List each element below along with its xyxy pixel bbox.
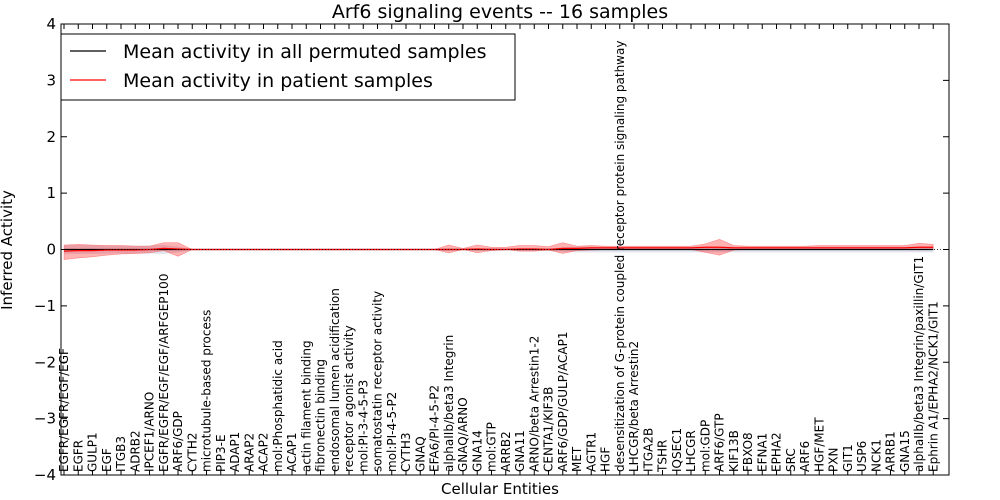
x-tick-label-13: ARAP2 xyxy=(242,433,256,472)
x-tick-label-3: EGF xyxy=(100,448,114,472)
y-tick-label-3: −1 xyxy=(34,297,56,315)
x-tick-label-20: receptor agonist activity xyxy=(342,325,356,472)
x-tick-label-18: fibronectin binding xyxy=(314,359,328,472)
x-tick-label-44: LHCGR xyxy=(684,430,698,472)
x-tick-label-14: ACAP2 xyxy=(257,433,271,472)
x-tick-label-45: mol:GDP xyxy=(698,420,712,472)
x-tick-label-42: TSHR xyxy=(656,440,670,473)
y-tick-label-4: 0 xyxy=(46,241,56,259)
x-tick-label-15: mol:Phosphatidic acid xyxy=(271,340,285,472)
series-lines xyxy=(61,246,949,252)
plot-frame xyxy=(60,23,950,476)
x-tick-label-57: NCK1 xyxy=(869,439,883,472)
x-tick-label-31: ARRB2 xyxy=(499,431,513,472)
x-tick-label-38: HGF xyxy=(599,447,613,472)
x-tick-label-29: GNA14 xyxy=(470,430,484,472)
x-tick-label-17: actin filament binding xyxy=(299,340,313,472)
y-tick-label-8: 4 xyxy=(46,15,56,33)
x-tick-label-9: CYTH2 xyxy=(185,433,199,473)
x-tick-label-36: MET xyxy=(570,446,584,472)
x-tick-label-53: HGF/MET xyxy=(812,417,826,472)
x-tick-label-11: PIP3-E xyxy=(214,434,228,472)
y-axis: −4 −3 −2 −1 0 1 2 3 4 xyxy=(34,15,949,484)
x-tick-label-61: Ephrin A1/EPHA2/NCK1/GIT1 xyxy=(926,301,940,472)
x-tick-label-6: IPCEF1/ARNO xyxy=(143,392,157,472)
x-tick-label-21: mol:PI-3-4-5-P3 xyxy=(356,380,370,472)
x-tick-label-25: GNAQ xyxy=(413,436,427,472)
x-tick-label-19: endosomal lumen acidification xyxy=(328,288,342,472)
legend-label-patient: Mean activity in patient samples xyxy=(123,70,433,92)
x-tick-label-51: SRC xyxy=(784,448,798,472)
x-tick-label-43: IQSEC1 xyxy=(670,428,684,472)
x-tick-label-16: ACAP1 xyxy=(285,433,299,472)
x-tick-label-22: somatostatin receptor activity xyxy=(371,291,385,472)
x-tick-label-2: GULP1 xyxy=(86,432,100,472)
x-tick-label-0: EGFR/EGFR/EGF/EGF xyxy=(57,348,71,472)
x-tick-label-24: CYTH3 xyxy=(399,433,413,473)
y-tick-label-1: −3 xyxy=(34,410,56,428)
x-tick-label-37: AGTR1 xyxy=(584,432,598,472)
x-tick-label-12: ADAP1 xyxy=(228,432,242,472)
legend: Mean activity in all permuted samples Me… xyxy=(60,33,516,101)
x-tick-label-54: PXN xyxy=(827,448,841,472)
y-tick-label-0: −4 xyxy=(34,466,56,484)
x-tick-label-60: alphaIIb/beta3 Integrin/paxillin/GIT1 xyxy=(912,256,926,472)
x-tick-label-34: CENTA1/KIF3B xyxy=(542,387,556,472)
y-tick-label-2: −2 xyxy=(34,353,56,371)
x-tick-label-35: ARF6/GDP/GULP/ACAP1 xyxy=(556,332,570,472)
legend-label-permuted: Mean activity in all permuted samples xyxy=(123,41,486,63)
x-axis: EGFR/EGFR/EGF/EGF EGFR GULP1 EGF ITGB3 ADRB2 I… xyxy=(57,24,940,475)
x-axis-label: Cellular Entities xyxy=(441,480,559,498)
x-tick-label-1: EGFR xyxy=(71,440,85,472)
y-tick-label-6: 2 xyxy=(46,128,56,146)
y-axis-label: Inferred Activity xyxy=(0,190,16,310)
x-tick-label-56: USP6 xyxy=(855,441,869,472)
x-tick-label-41: ITGA2B xyxy=(641,428,655,472)
x-tick-label-48: FBXO8 xyxy=(741,432,755,472)
x-tick-label-55: GIT1 xyxy=(841,444,855,472)
x-tick-label-33: ARNO/beta Arrestin1-2 xyxy=(527,336,541,472)
x-tick-label-7: EGFR/EGFR/EGF/EGF/ARFGEP100 xyxy=(157,274,171,472)
x-tick-label-4: ITGB3 xyxy=(114,436,128,472)
x-tick-label-32: GNA11 xyxy=(513,430,527,472)
x-tick-label-50: EPHA2 xyxy=(770,432,784,472)
y-tick-label-5: 1 xyxy=(46,184,56,202)
y-tick-label-7: 3 xyxy=(46,71,56,89)
x-tick-label-46: ARF6/GTP xyxy=(713,413,727,472)
x-tick-label-23: mol:PI-4-5-P2 xyxy=(385,392,399,472)
x-tick-label-27: alphaIIb/beta3 Integrin xyxy=(442,335,456,472)
x-tick-label-47: KIF13B xyxy=(727,430,741,472)
x-tick-label-59: GNA15 xyxy=(898,430,912,472)
x-tick-label-49: EFNA1 xyxy=(755,433,769,472)
x-tick-label-26: EFA6/PI-4-5-P2 xyxy=(428,385,442,472)
x-tick-label-30: mol:GTP xyxy=(485,422,499,472)
x-tick-label-58: ARRB1 xyxy=(884,431,898,472)
legend-box xyxy=(60,33,516,101)
x-tick-label-10: microtubule-based process xyxy=(200,310,214,472)
x-tick-label-40: LHCGR/beta Arrestin2 xyxy=(627,341,641,472)
x-tick-label-39: desensitization of G-protein coupled rec… xyxy=(613,41,627,472)
chart-title: Arf6 signaling events -- 16 samples xyxy=(332,1,668,23)
x-tick-label-8: ARF6/GDP xyxy=(171,411,185,472)
x-tick-label-5: ADRB2 xyxy=(128,430,142,472)
x-tick-label-28: GNAQ/ARNO xyxy=(456,397,470,472)
x-tick-label-52: ARF6 xyxy=(798,441,812,472)
